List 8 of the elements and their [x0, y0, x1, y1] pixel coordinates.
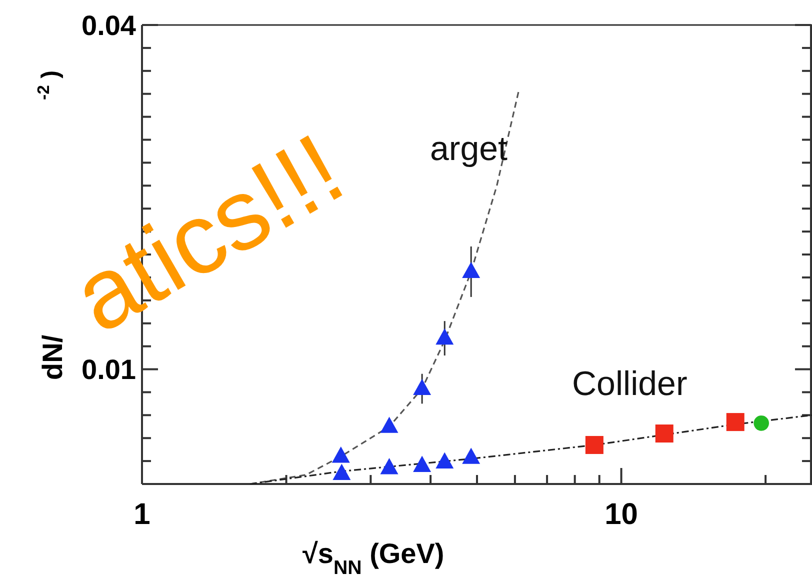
x-tick-label: 10: [604, 498, 638, 531]
annotation: Collider: [572, 365, 688, 403]
x-tick-label: 1: [134, 498, 150, 531]
y-tick-label: 0.01: [82, 354, 136, 386]
x-axis-title: √s$_{NN}$ (GeV): [302, 538, 444, 579]
y-axis-title: dN/: [37, 334, 68, 380]
annotation: arget: [430, 130, 508, 168]
y-tick-label: 0.04: [82, 10, 136, 41]
